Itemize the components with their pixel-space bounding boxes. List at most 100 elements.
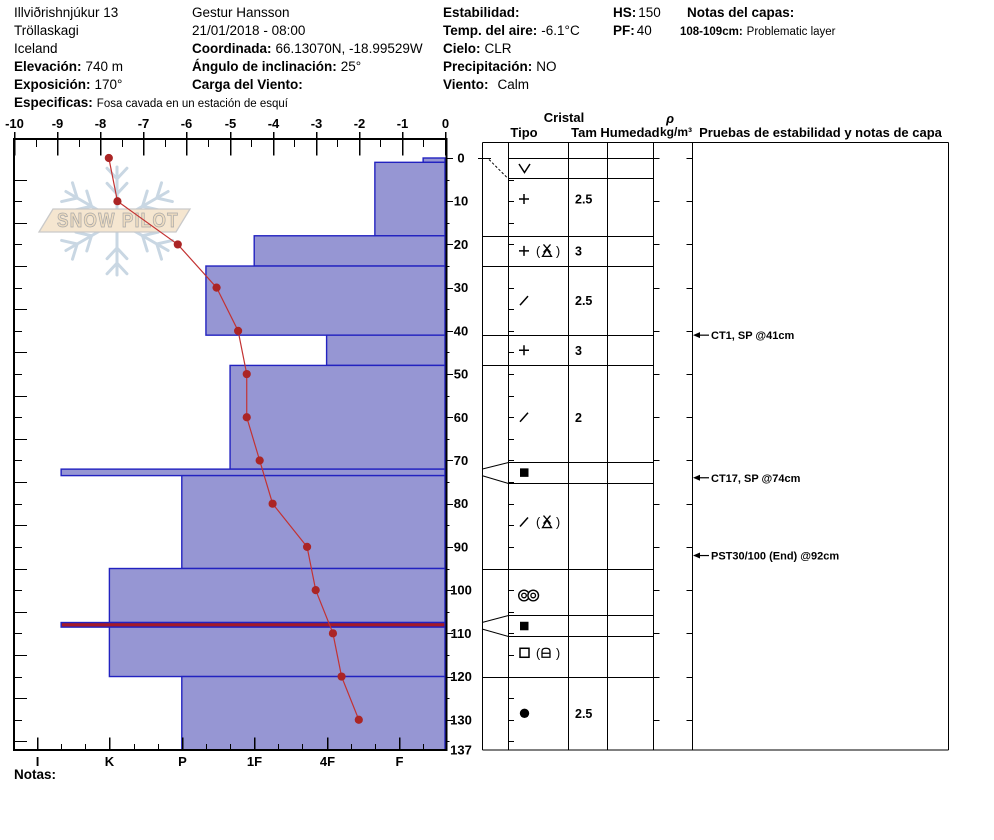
grain-size: 2 [575, 411, 582, 425]
hs-label: HS: [613, 5, 637, 20]
depth-label: 90 [454, 539, 468, 554]
grain-symbol-filled-square [520, 468, 529, 477]
header-col-layer-notes: Notas del capas: 108-109cm: Problematic l… [680, 4, 836, 41]
grain-size: 3 [575, 344, 582, 358]
hardness-axis-label: 4F [320, 754, 335, 769]
coordinates-label: Coordinada: [192, 41, 272, 56]
header-col-totals: HS: 150 PF: 40 [613, 4, 661, 40]
elevation-label: Elevación: [14, 59, 82, 74]
svg-text:): ) [556, 646, 560, 660]
header-col-observer: Gestur Hansson 21/01/2018 - 08:00 Coordi… [192, 4, 423, 94]
bar-layer [325, 334, 446, 367]
wind-loading-label: Carga del Viento: [192, 77, 303, 92]
depth-label: 100 [450, 583, 472, 598]
temperature-point [302, 542, 312, 552]
temp-axis-label: 0 [442, 116, 449, 131]
notes-label: Notas: [14, 767, 57, 782]
arrow-left-icon [693, 474, 700, 481]
elevation-value: 740 m [85, 59, 124, 74]
svg-text:): ) [556, 244, 560, 258]
hardness-axis-label: I [36, 754, 40, 769]
grain-size: 2.5 [575, 294, 592, 308]
layer-note-text: Problematic layer [746, 26, 836, 38]
hardness-axis-label: F [396, 754, 404, 769]
grain-size: 2.5 [575, 707, 592, 721]
svg-text:(: ( [536, 244, 541, 258]
temperature-axis: -10 -9 -8 -7 -6 -5 -4 -3 -2 -1 0 [5, 116, 449, 156]
grain-symbol-plus [519, 194, 529, 205]
bar-layer [60, 468, 446, 477]
stability-tests: CT1, SP @41cm CT17, SP @74cm PST30/100 (En… [693, 330, 839, 563]
grain-symbol-plus [519, 345, 529, 356]
coordinates-value: 66.13070N, -18.99529W [275, 41, 423, 56]
col-header-pruebas: Pruebas de estabilidad y notas de capa [699, 125, 943, 140]
temp-axis-label: -8 [95, 116, 107, 131]
grain-symbol-plus [519, 245, 529, 256]
datetime: 21/01/2018 - 08:00 [192, 23, 306, 38]
svg-text:): ) [556, 516, 560, 530]
region: Tröllaskagi [14, 23, 79, 38]
slope-angle-value: 25° [340, 59, 362, 74]
plot-border [13, 138, 448, 751]
depth-label: 40 [454, 323, 468, 338]
col-header-rho-units: kg/m³ [660, 125, 692, 139]
col-header-tipo: Tipo [510, 125, 537, 140]
bar-layer [108, 626, 446, 678]
header-col-conditions: Estabilidad: Temp. del aire: -6.1°C Cielo… [443, 4, 580, 94]
hardness-axis-label: 1F [247, 754, 262, 769]
svg-text:(: ( [536, 646, 541, 660]
bar-layer [229, 364, 446, 470]
temp-axis-label: -4 [268, 116, 280, 131]
depth-label: 110 [451, 626, 472, 641]
bar-layer [253, 235, 446, 267]
temp-axis-label: -6 [181, 116, 193, 131]
temperature-point [311, 586, 320, 595]
grain-symbol-filled-circle [519, 708, 530, 718]
depth-label: 70 [454, 453, 468, 468]
depth-ticks-left [15, 180, 27, 742]
depth-label: 0 [457, 151, 464, 166]
depth-label: 30 [454, 280, 468, 295]
pit-name: Illviðrishnjúkur 13 [14, 5, 119, 20]
thin-layer-connector [488, 159, 509, 179]
arrow-left-icon [693, 552, 700, 559]
grain-symbol-slash [519, 412, 529, 423]
precip-label: Precipitación: [443, 59, 533, 74]
temperature-point [354, 715, 363, 724]
temp-axis-label: -1 [397, 116, 409, 131]
temperature-point [242, 413, 251, 422]
col-header-rho: ρ [665, 111, 674, 126]
depth-label: 80 [454, 496, 468, 511]
crystal-table: Cristal Tipo Tam Humedad ρkg/m³ Pruebas de es… [478, 110, 949, 751]
grain-symbol-boxbar [541, 647, 551, 658]
grain-symbol-slash [519, 295, 529, 306]
specifics-label: Especificas: [14, 95, 93, 110]
temperature-point [242, 369, 251, 379]
precip-value: NO [536, 59, 557, 74]
col-header-cristal: Cristal [544, 110, 584, 125]
temp-axis-label: -7 [138, 116, 150, 131]
layer-notes-title: Notas del capas: [687, 5, 795, 20]
stability-label: Estabilidad: [443, 5, 520, 20]
slope-angle-label: Ángulo de inclinación: [192, 59, 337, 74]
temp-axis-label: -10 [5, 116, 24, 131]
watermark-logo: SNOW PILOT [37, 165, 192, 277]
temperature-point [234, 326, 243, 335]
depth-label: 137 [450, 743, 472, 758]
air-temp-label: Temp. del aire: [443, 23, 538, 38]
temperature-point [104, 153, 113, 163]
temp-axis-label: -5 [225, 116, 237, 131]
thin-layer-connector [481, 615, 509, 624]
hardness-axis-label: K [105, 754, 115, 769]
temperature-point [328, 629, 338, 638]
aspect-value: 170° [94, 77, 123, 92]
grain-symbol-filled-square [520, 621, 529, 631]
temperature-point [337, 672, 346, 681]
temp-axis-label: -9 [52, 116, 64, 131]
pf-label: PF: [613, 23, 635, 38]
observer-name: Gestur Hansson [192, 5, 290, 20]
bar-layer [181, 675, 446, 751]
air-temp-value: -6.1°C [541, 23, 580, 38]
hardness-bars [60, 157, 446, 751]
